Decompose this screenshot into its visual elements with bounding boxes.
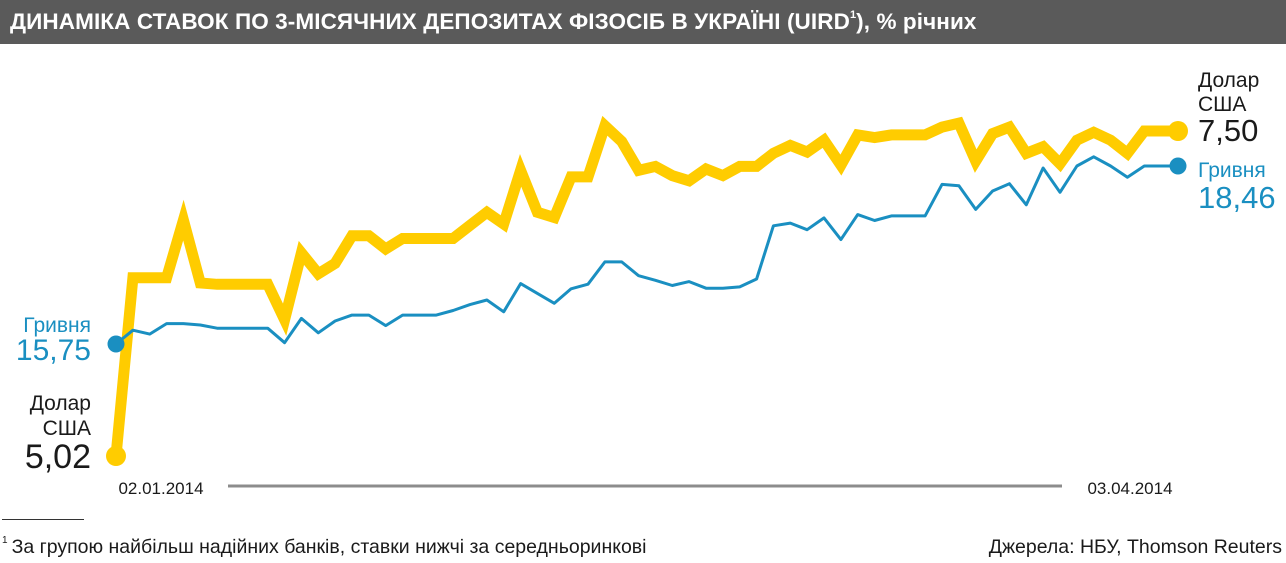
title-bar: ДИНАМІКА СТАВОК ПО 3-МІСЯЧНИХ ДЕПОЗИТАХ … bbox=[0, 0, 1286, 44]
chart-title: ДИНАМІКА СТАВОК ПО 3-МІСЯЧНИХ ДЕПОЗИТАХ … bbox=[10, 8, 977, 35]
footnote-divider bbox=[2, 519, 84, 520]
footnote: 1 За групою найбільш надійних банків, ста… bbox=[2, 534, 647, 559]
uah-start-name: Гривня bbox=[23, 314, 91, 337]
usd-end-name-line2: США bbox=[1198, 93, 1246, 116]
usd-end-value: 7,50 bbox=[1198, 113, 1258, 148]
x-end-label: 03.04.2014 bbox=[1087, 479, 1172, 498]
uah-series-line bbox=[115, 155, 1178, 346]
usd-start-point bbox=[106, 446, 126, 466]
uah-end-name: Гривня bbox=[1198, 159, 1266, 182]
uah-start-value: 15,75 bbox=[16, 334, 91, 367]
source-note: Джерела: НБУ, Thomson Reuters bbox=[988, 536, 1282, 558]
usd-end-name-line1: Долар bbox=[1198, 69, 1259, 92]
usd-series-line bbox=[110, 115, 1178, 457]
usd-start-name-line2: США bbox=[43, 417, 91, 440]
uah-end-value: 18,46 bbox=[1198, 180, 1276, 215]
x-start-label: 02.01.2014 bbox=[118, 479, 203, 498]
usd-start-name-line1: Долар bbox=[30, 392, 91, 415]
usd-end-point bbox=[1168, 121, 1188, 141]
uah-start-point bbox=[107, 335, 125, 353]
uah-end-point bbox=[1169, 157, 1187, 175]
usd-start-value: 5,02 bbox=[25, 438, 91, 476]
chart-area: 02.01.2014 03.04.2014 Гривня15,75ДоларСША… bbox=[16, 69, 1276, 498]
